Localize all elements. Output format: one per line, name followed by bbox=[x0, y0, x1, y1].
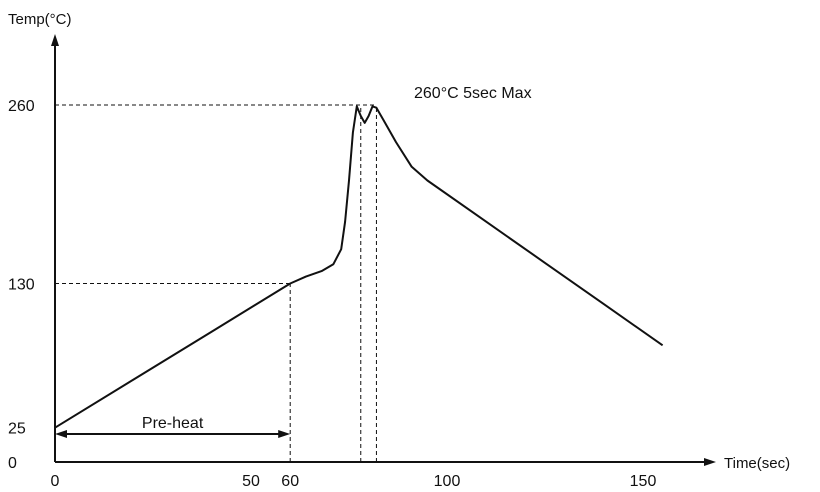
x-tick-label: 150 bbox=[630, 473, 657, 490]
preheat-arrow bbox=[55, 430, 291, 438]
y-tick-label: 0 bbox=[8, 455, 17, 472]
tick-labels: 0 50 60 100 150 0 25 130 260 bbox=[8, 98, 656, 490]
x-tick-label: 50 bbox=[242, 473, 260, 490]
y-tick-label: 130 bbox=[8, 277, 35, 294]
x-axis-label: Time(sec) bbox=[724, 455, 790, 472]
guide-lines bbox=[55, 104, 377, 462]
temperature-profile-line bbox=[54, 105, 664, 429]
series-layer bbox=[54, 105, 664, 429]
y-axis-arrow bbox=[51, 34, 59, 46]
y-axis-label: Temp(°C) bbox=[8, 11, 72, 28]
peak-label: 260°C 5sec Max bbox=[414, 85, 532, 102]
y-tick-label: 260 bbox=[8, 98, 35, 115]
x-tick-label: 60 bbox=[281, 473, 299, 490]
preheat-label: Pre-heat bbox=[142, 415, 204, 432]
y-tick-label: 25 bbox=[8, 421, 26, 438]
x-tick-label: 0 bbox=[51, 473, 60, 490]
x-axis-arrow bbox=[704, 458, 716, 466]
x-tick-label: 100 bbox=[434, 473, 461, 490]
